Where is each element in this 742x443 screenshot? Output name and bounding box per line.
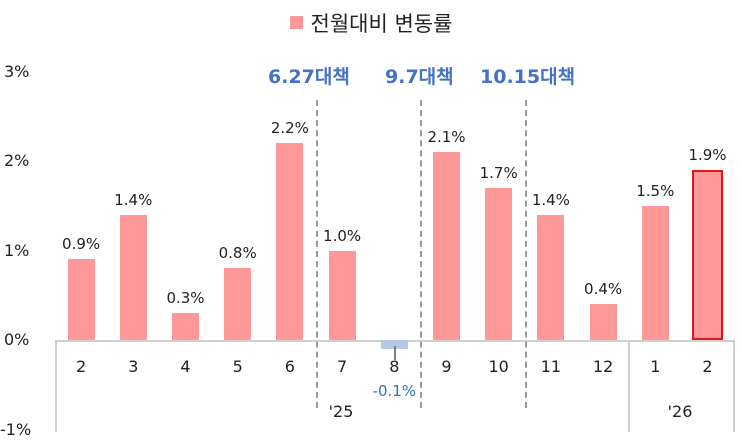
x-tick-label: 1 bbox=[650, 357, 661, 376]
x-tick-label: 8 bbox=[389, 357, 400, 376]
legend-swatch bbox=[289, 16, 303, 29]
data-label: 0.8% bbox=[218, 244, 257, 263]
policy-annotation: 6.27대책 bbox=[268, 66, 350, 88]
data-label: 0.9% bbox=[62, 235, 101, 254]
x-tick-label: 11 bbox=[540, 357, 562, 376]
bar bbox=[67, 259, 95, 340]
x-tick-label: 7 bbox=[337, 357, 348, 376]
x-tick-label: 10 bbox=[488, 357, 509, 376]
data-label: 1.0% bbox=[323, 226, 362, 245]
year-group-separator bbox=[733, 340, 735, 432]
y-tick-label: 3% bbox=[4, 61, 30, 81]
bar bbox=[537, 214, 565, 340]
y-tick-label: 2% bbox=[4, 151, 30, 170]
bar bbox=[119, 214, 147, 340]
x-tick-label: 6 bbox=[284, 357, 295, 376]
bar bbox=[276, 143, 304, 340]
data-label: 2.1% bbox=[427, 128, 466, 147]
policy-divider-line bbox=[525, 100, 527, 408]
bar bbox=[433, 152, 460, 340]
bar bbox=[172, 313, 199, 340]
bar bbox=[224, 268, 252, 340]
policy-divider-line bbox=[316, 100, 318, 408]
year-group-separator bbox=[55, 340, 57, 432]
x-tick-label: 3 bbox=[128, 357, 139, 376]
policy-annotation: 10.15대책 bbox=[480, 66, 576, 88]
data-label: 1.4% bbox=[531, 190, 570, 209]
policy-divider-line bbox=[420, 100, 422, 408]
x-tick-label: 2 bbox=[702, 357, 713, 376]
data-label: -0.1% bbox=[372, 382, 417, 400]
y-tick-label: -1% bbox=[0, 419, 32, 439]
year-label: '25 bbox=[328, 402, 354, 421]
data-label: 2.2% bbox=[270, 119, 309, 138]
data-label: 1.9% bbox=[688, 145, 727, 164]
legend-label: 전월대비 변동률 bbox=[310, 12, 453, 36]
x-tick-label: 5 bbox=[232, 357, 243, 376]
data-label: 1.4% bbox=[114, 190, 153, 209]
bar bbox=[641, 205, 669, 340]
bar bbox=[589, 304, 617, 340]
x-tick-label: 12 bbox=[592, 357, 614, 376]
policy-annotation: 9.7대책 bbox=[385, 66, 454, 88]
year-group-separator bbox=[628, 340, 630, 432]
bar bbox=[328, 250, 356, 340]
bar bbox=[485, 187, 513, 340]
data-label: 0.4% bbox=[584, 280, 623, 299]
data-label: 1.7% bbox=[479, 163, 518, 182]
bar bbox=[380, 340, 408, 349]
data-label: 1.5% bbox=[636, 181, 675, 200]
y-tick-label: 0% bbox=[4, 330, 30, 349]
y-tick-label: 1% bbox=[4, 240, 30, 260]
leader-line bbox=[394, 346, 397, 360]
x-tick-label: 9 bbox=[441, 357, 452, 376]
legend: 전월대비 변동률 bbox=[0, 8, 742, 38]
year-label: '26 bbox=[667, 402, 693, 421]
bar bbox=[692, 169, 723, 340]
x-tick-label: 4 bbox=[180, 357, 191, 376]
data-label: 0.3% bbox=[166, 289, 205, 308]
x-tick-label: 2 bbox=[76, 357, 87, 376]
